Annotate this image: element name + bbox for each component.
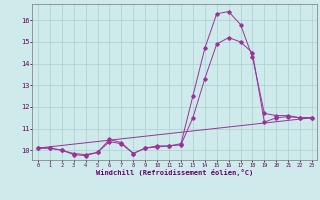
X-axis label: Windchill (Refroidissement éolien,°C): Windchill (Refroidissement éolien,°C)	[96, 169, 253, 176]
